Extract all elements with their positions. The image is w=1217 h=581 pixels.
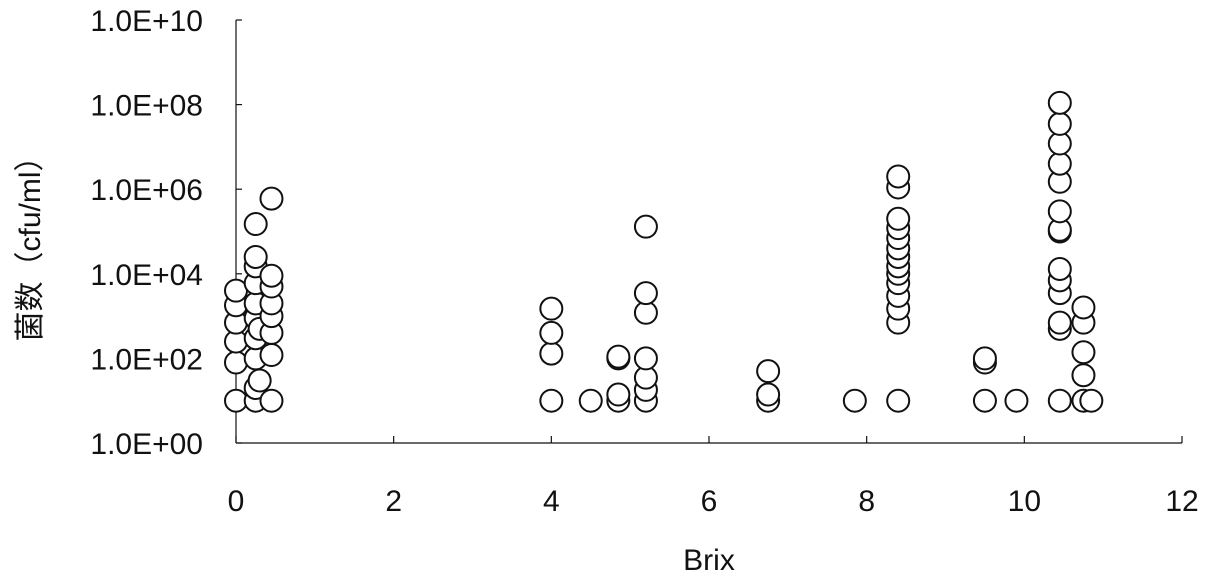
data-point: [259, 343, 284, 368]
data-point: [539, 296, 564, 321]
x-axis-ticks: 0 2 4 6 8 10 12: [228, 436, 1199, 518]
x-tick-label: 2: [385, 485, 402, 518]
data-point: [259, 263, 284, 288]
data-point: [1071, 340, 1096, 365]
y-axis-title: 菌数（cfu/ml）: [14, 141, 47, 341]
data-point: [756, 382, 781, 407]
data-point: [1047, 256, 1072, 281]
data-point: [633, 346, 658, 371]
data-point: [224, 388, 248, 413]
data-point: [539, 320, 564, 345]
data-point: [886, 388, 911, 413]
data-point: [886, 206, 911, 231]
data-point: [606, 344, 631, 369]
data-point: [1047, 90, 1072, 115]
x-tick-label: 12: [1165, 485, 1198, 518]
x-tick-label: 6: [701, 485, 718, 518]
data-point: [606, 382, 631, 407]
y-tick-label: 1.0E+04: [90, 259, 203, 292]
data-point: [633, 281, 658, 306]
data-point: [1047, 111, 1072, 136]
data-point: [259, 186, 284, 211]
data-points: [224, 90, 1104, 413]
data-point: [842, 388, 867, 413]
data-point: [1071, 363, 1096, 388]
data-point: [972, 388, 997, 413]
data-point: [972, 346, 997, 371]
data-point: [756, 359, 781, 384]
data-point: [243, 244, 268, 269]
data-point: [886, 164, 911, 189]
axes: [235, 20, 1182, 444]
data-point: [247, 368, 272, 393]
x-tick-label: 10: [1008, 485, 1041, 518]
y-tick-label: 1.0E+08: [90, 90, 203, 123]
data-point: [1047, 199, 1072, 224]
x-axis-title: Brix: [683, 544, 735, 577]
data-point: [578, 388, 603, 413]
y-tick-label: 1.0E+10: [90, 5, 203, 38]
y-tick-label: 1.0E+02: [90, 343, 203, 376]
data-point: [633, 214, 658, 239]
x-tick-label: 4: [543, 485, 560, 518]
y-axis-ticks: 1.0E+00 1.0E+02 1.0E+04 1.0E+06 1.0E+08 1.0E+…: [90, 5, 242, 461]
data-point: [1004, 388, 1029, 413]
y-tick-label: 1.0E+06: [90, 174, 203, 207]
data-point: [224, 278, 248, 303]
data-point: [1079, 388, 1104, 413]
data-point: [1047, 151, 1072, 176]
y-tick-label: 1.0E+00: [90, 428, 203, 461]
data-point: [224, 350, 248, 375]
data-point: [259, 388, 284, 413]
x-tick-label: 8: [858, 485, 875, 518]
data-point: [1047, 388, 1072, 413]
data-point: [243, 212, 268, 237]
data-point: [539, 388, 564, 413]
data-point: [1047, 310, 1072, 335]
data-point: [539, 341, 564, 366]
x-tick-label: 0: [228, 485, 245, 518]
data-point: [1071, 295, 1096, 320]
